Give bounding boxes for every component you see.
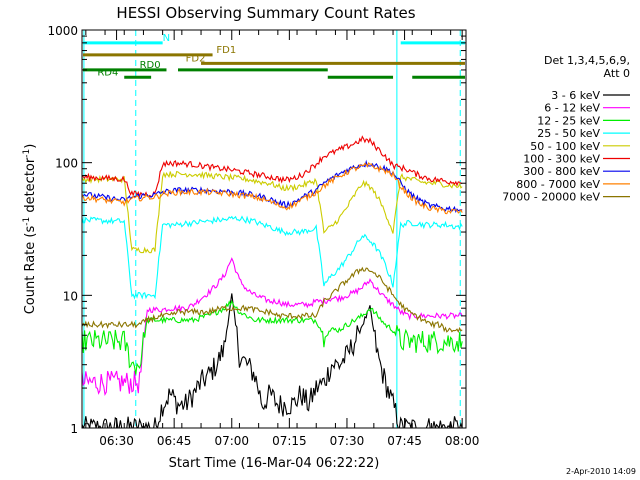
vertical-markers bbox=[83, 30, 461, 428]
series-line-4 bbox=[82, 170, 463, 254]
legend-header-line-1: Det 1,3,4,5,6,9, bbox=[544, 54, 630, 67]
series-line-8 bbox=[82, 266, 463, 334]
legend-label: 12 - 25 keV bbox=[537, 114, 600, 127]
annotation-label: RD0 bbox=[140, 60, 161, 71]
series-lines bbox=[82, 135, 463, 428]
y-tick-label: 1000 bbox=[47, 24, 78, 38]
legend-label: 7000 - 20000 keV bbox=[502, 191, 600, 204]
x-tick-label: 07:30 bbox=[330, 434, 365, 448]
x-tick-label: 07:45 bbox=[387, 434, 422, 448]
y-axis-ticks: 1 10 100 1000 bbox=[47, 24, 466, 436]
legend-header-line-2: Att 0 bbox=[604, 67, 630, 80]
legend-label: 50 - 100 keV bbox=[530, 140, 600, 153]
y-axis-label: Count Rate (s-1 detector-1) bbox=[22, 144, 38, 315]
legend-label: 25 - 50 keV bbox=[537, 127, 600, 140]
annotation-label: N bbox=[163, 33, 170, 44]
annotation-label: RD4 bbox=[97, 67, 118, 78]
x-tick-label: 07:00 bbox=[214, 434, 249, 448]
legend-label: 3 - 6 keV bbox=[551, 89, 600, 102]
plot-frame bbox=[81, 29, 467, 429]
series-line-3 bbox=[82, 215, 463, 300]
x-tick-label: 08:00 bbox=[445, 434, 480, 448]
y-tick-label: 100 bbox=[55, 157, 78, 171]
y-tick-label: 10 bbox=[63, 289, 78, 303]
series-line-0 bbox=[82, 293, 463, 428]
series-line-2 bbox=[82, 299, 463, 375]
legend-label: 100 - 300 keV bbox=[523, 153, 600, 166]
annotation-label: FD1 bbox=[216, 45, 236, 56]
x-axis-ticks: 06:30 06:45 07:00 07:15 07:30 07:45 08:00 bbox=[85, 30, 480, 448]
chart-title: HESSI Observing Summary Count Rates bbox=[116, 4, 415, 22]
x-axis-label: Start Time (16-Mar-04 06:22:22) bbox=[169, 456, 380, 471]
series-line-1 bbox=[82, 257, 463, 397]
x-tick-label: 06:45 bbox=[157, 434, 192, 448]
series-line-7 bbox=[82, 161, 463, 215]
date-stamp: 2-Apr-2010 14:09 bbox=[566, 467, 636, 476]
y-tick-label: 1 bbox=[70, 422, 78, 436]
series-line-5 bbox=[82, 135, 463, 198]
legend-label: 6 - 12 keV bbox=[544, 102, 600, 115]
mode-annotations: N FD1 FD2 RD0 RD4 bbox=[83, 33, 465, 79]
x-tick-label: 06:30 bbox=[99, 434, 134, 448]
annotation-label: FD2 bbox=[186, 53, 206, 64]
legend-label: 800 - 7000 keV bbox=[516, 178, 600, 191]
legend-label: 300 - 800 keV bbox=[523, 165, 600, 178]
x-tick-label: 07:15 bbox=[272, 434, 307, 448]
